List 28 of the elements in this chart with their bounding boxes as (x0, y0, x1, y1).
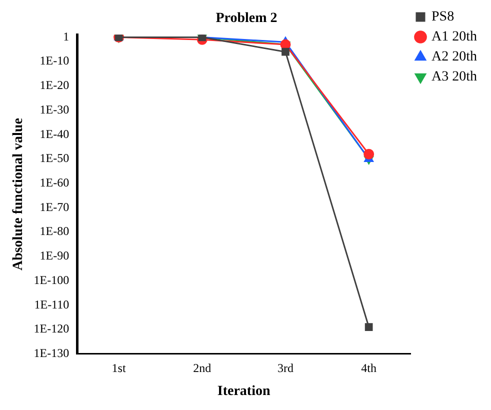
y-tick-label: 1E-100 (34, 272, 70, 287)
x-axis-title: Iteration (217, 384, 270, 400)
legend-label: A3 20th (432, 70, 477, 85)
y-tick-label: 1E-30 (40, 102, 70, 116)
x-tick-label: 4th (361, 361, 376, 376)
y-tick-label: 1E-50 (40, 151, 70, 166)
y-tick-label: 1E-10 (40, 54, 70, 68)
y-tick-label: 1E-130 (34, 346, 70, 360)
y-tick-label: 1E-70 (40, 200, 70, 214)
y-axis-title: Absolute functional value (11, 118, 26, 271)
legend-label: A2 20th (432, 50, 477, 65)
y-tick-label: 1E-110 (34, 297, 70, 312)
point (364, 148, 374, 160)
x-tick-label: 1st (112, 361, 126, 376)
y-tick-label: 1E-80 (40, 224, 70, 238)
x-tick-label: 2nd (193, 361, 212, 376)
legend-label: PS8 (432, 10, 454, 25)
legend-label: A1 20th (432, 30, 477, 45)
chart-title: Problem 2 (216, 11, 278, 26)
point (282, 48, 290, 56)
point (364, 323, 373, 331)
y-tick-label: 1E-120 (34, 322, 70, 336)
y-tick-label: 1E-40 (40, 126, 70, 141)
y-tick-label: 1 (63, 29, 70, 44)
x-tick-label: 3rd (277, 361, 294, 376)
y-tick-label: 1E-20 (40, 78, 70, 92)
y-tick-label: 1E-60 (40, 176, 70, 190)
y-tick-label: 1E-90 (40, 248, 70, 263)
